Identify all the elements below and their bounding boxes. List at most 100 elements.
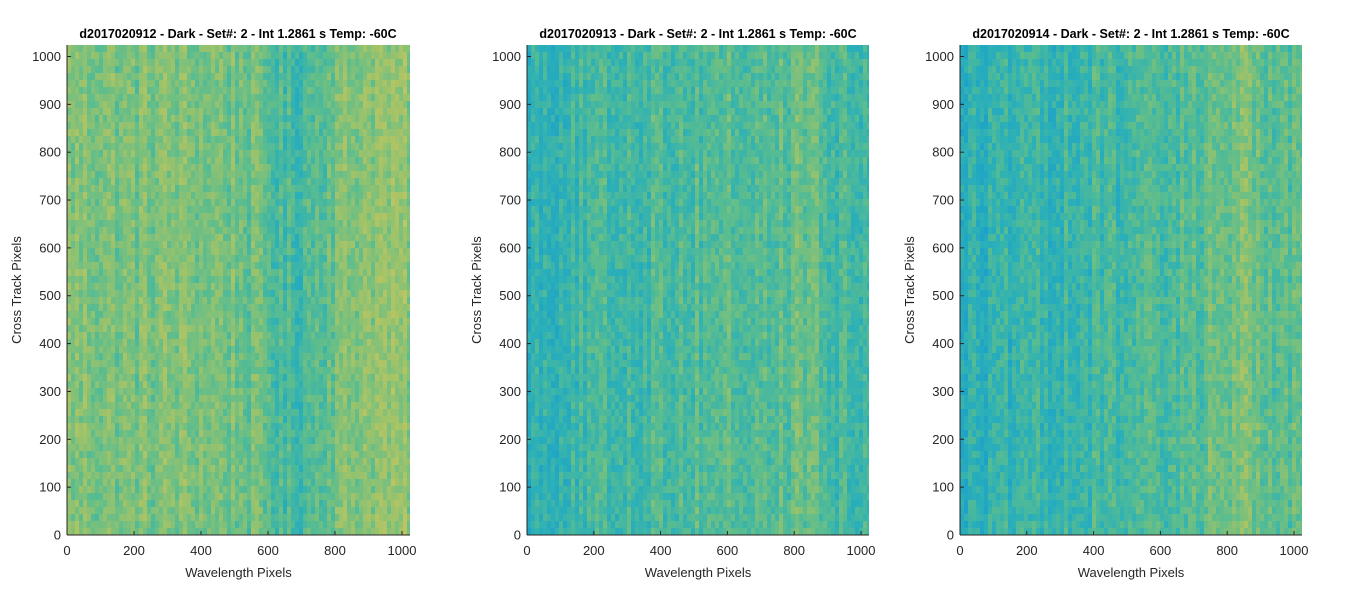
heatmap-cell [339,290,343,297]
heatmap-cell [95,227,99,234]
heatmap-cell [207,374,211,381]
heatmap-cell [271,45,275,52]
heatmap-cell [323,276,327,283]
heatmap-cell [259,451,263,458]
heatmap-cell [95,507,99,514]
heatmap-cell [227,325,231,332]
heatmap-cell [335,255,339,262]
heatmap-cell [179,451,183,458]
heatmap-cell [347,164,351,171]
heatmap-cell [175,241,179,248]
heatmap-cell [307,416,311,423]
heatmap-cell [127,143,131,150]
heatmap-cell [219,304,223,311]
heatmap-cell [335,465,339,472]
heatmap-cell [291,381,295,388]
heatmap-cell [187,500,191,507]
heatmap-cell [199,500,203,507]
heatmap-cell [215,472,219,479]
heatmap-cell [327,255,331,262]
heatmap-cell [311,325,315,332]
heatmap-cell [151,171,155,178]
heatmap-cell [127,325,131,332]
heatmap-cell [119,269,123,276]
heatmap-cell [151,514,155,521]
heatmap-cell [279,185,283,192]
heatmap-cell [211,500,215,507]
heatmap-cell [95,458,99,465]
heatmap-cell [255,136,259,143]
heatmap-cell [283,192,287,199]
heatmap-cell [303,241,307,248]
heatmap-cell [315,507,319,514]
heatmap-cell [271,465,275,472]
heatmap-cell [323,255,327,262]
heatmap-cell [71,360,75,367]
heatmap-cell [119,94,123,101]
heatmap-cell [267,360,271,367]
heatmap-cell [151,297,155,304]
heatmap-cell [347,199,351,206]
heatmap-cell [299,136,303,143]
heatmap-cell [263,437,267,444]
heatmap-cell [327,528,331,535]
heatmap-cell [207,451,211,458]
heatmap-cell [119,507,123,514]
heatmap-cell [323,367,327,374]
heatmap-cell [303,444,307,451]
heatmap-cell [135,325,139,332]
heatmap-cell [347,143,351,150]
heatmap-cell [347,283,351,290]
heatmap-cell [335,171,339,178]
heatmap-cell [283,73,287,80]
heatmap-cell [295,150,299,157]
heatmap-cell [223,283,227,290]
heatmap-cell [143,227,147,234]
heatmap-cell [147,108,151,115]
heatmap-cell [303,430,307,437]
heatmap-cell [243,192,247,199]
heatmap-cell [223,444,227,451]
heatmap-cell [263,234,267,241]
heatmap-cell [163,136,167,143]
heatmap-cell [147,290,151,297]
heatmap-cell [111,248,115,255]
heatmap-cell [319,402,323,409]
heatmap-cell [263,73,267,80]
heatmap-cell [271,192,275,199]
heatmap-cell [79,381,83,388]
heatmap-cell [251,101,255,108]
heatmap-cell [111,73,115,80]
heatmap-cell [139,171,143,178]
heatmap-cell [327,318,331,325]
heatmap-cell [311,52,315,59]
heatmap-cell [271,283,275,290]
heatmap-cell [263,87,267,94]
heatmap-cell [287,402,291,409]
heatmap-cell [251,297,255,304]
heatmap-cell [199,339,203,346]
heatmap-cell [67,129,71,136]
heatmap-cell [119,444,123,451]
heatmap-cell [115,220,119,227]
heatmap-cell [87,129,91,136]
heatmap-cell [351,192,355,199]
heatmap-cell [271,325,275,332]
heatmap-cell [255,234,259,241]
heatmap-cell [215,493,219,500]
heatmap-cell [143,143,147,150]
heatmap-cell [163,297,167,304]
heatmap-cell [123,87,127,94]
heatmap-cell [259,388,263,395]
heatmap-cell [131,472,135,479]
heatmap-cell [207,423,211,430]
heatmap-cell [215,339,219,346]
heatmap-cell [119,514,123,521]
heatmap-cell [323,318,327,325]
heatmap-cell [87,458,91,465]
heatmap-cell [327,311,331,318]
heatmap-cell [107,157,111,164]
heatmap-cell [239,437,243,444]
heatmap-cell [343,444,347,451]
heatmap-cell [231,318,235,325]
